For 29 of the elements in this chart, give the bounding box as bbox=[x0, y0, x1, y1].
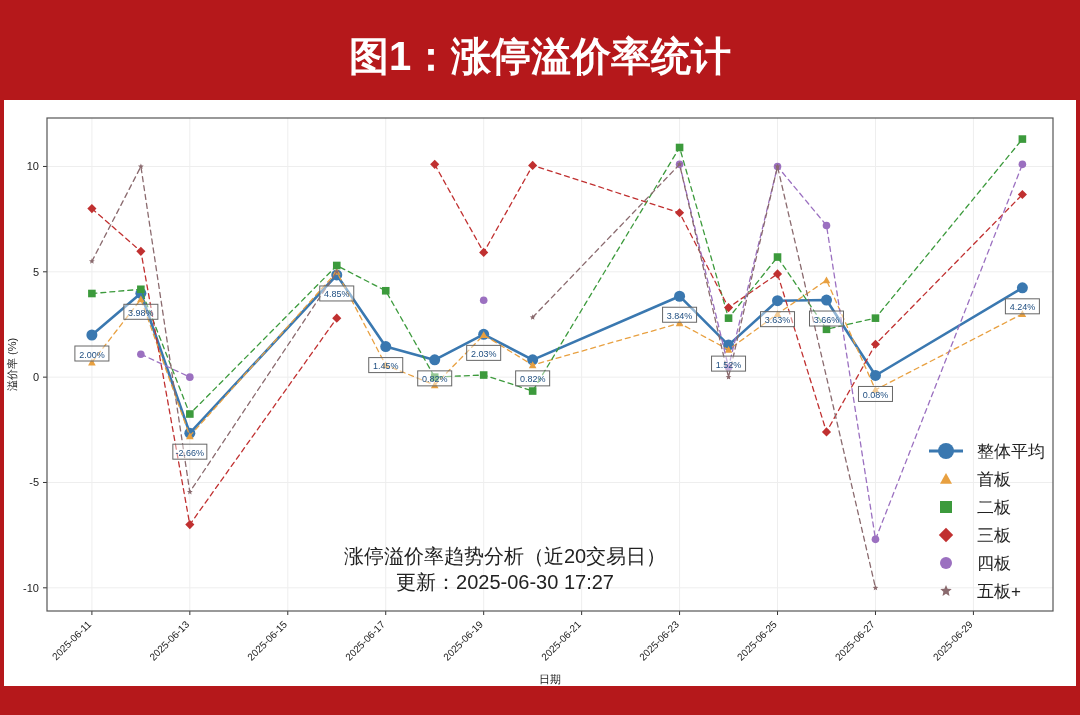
data-label: 0.82% bbox=[519, 374, 546, 385]
data-label: 0.82% bbox=[421, 374, 448, 385]
y-tick-label: -10 bbox=[23, 581, 39, 594]
data-label: 4.24% bbox=[1009, 302, 1036, 313]
y-tick-label: 0 bbox=[32, 371, 39, 384]
y-tick-label: 5 bbox=[32, 265, 39, 278]
legend-label: 三板 bbox=[977, 526, 1011, 545]
data-label: 3.63% bbox=[764, 315, 791, 326]
annotation: 更新：2025-06-30 17:27 bbox=[396, 571, 614, 593]
data-label: 2.03% bbox=[470, 348, 497, 359]
data-label: 3.84% bbox=[666, 310, 693, 321]
data-label: 1.52% bbox=[715, 359, 742, 370]
legend-label: 整体平均 bbox=[977, 442, 1045, 461]
data-label: 3.98% bbox=[128, 307, 154, 318]
legend-label: 首板 bbox=[977, 470, 1011, 489]
data-label: 0.08% bbox=[862, 389, 889, 400]
data-label: 4.85% bbox=[324, 289, 350, 300]
data-label: -2.66% bbox=[175, 447, 205, 458]
y-axis-title: 溢价率 (%) bbox=[6, 337, 18, 392]
data-label: 2.00% bbox=[79, 349, 105, 360]
y-tick-label: 10 bbox=[26, 160, 39, 173]
data-label: 3.66% bbox=[813, 314, 840, 325]
annotation: 涨停溢价率趋势分析（近20交易日） bbox=[343, 545, 667, 567]
legend-label: 二板 bbox=[977, 498, 1011, 517]
legend-label: 四板 bbox=[977, 554, 1011, 573]
y-tick-label: -5 bbox=[29, 476, 39, 489]
legend-label: 五板+ bbox=[977, 582, 1021, 601]
chart-title: 图1：涨停溢价率统计 bbox=[348, 34, 732, 78]
x-axis-title: 日期 bbox=[539, 673, 561, 685]
